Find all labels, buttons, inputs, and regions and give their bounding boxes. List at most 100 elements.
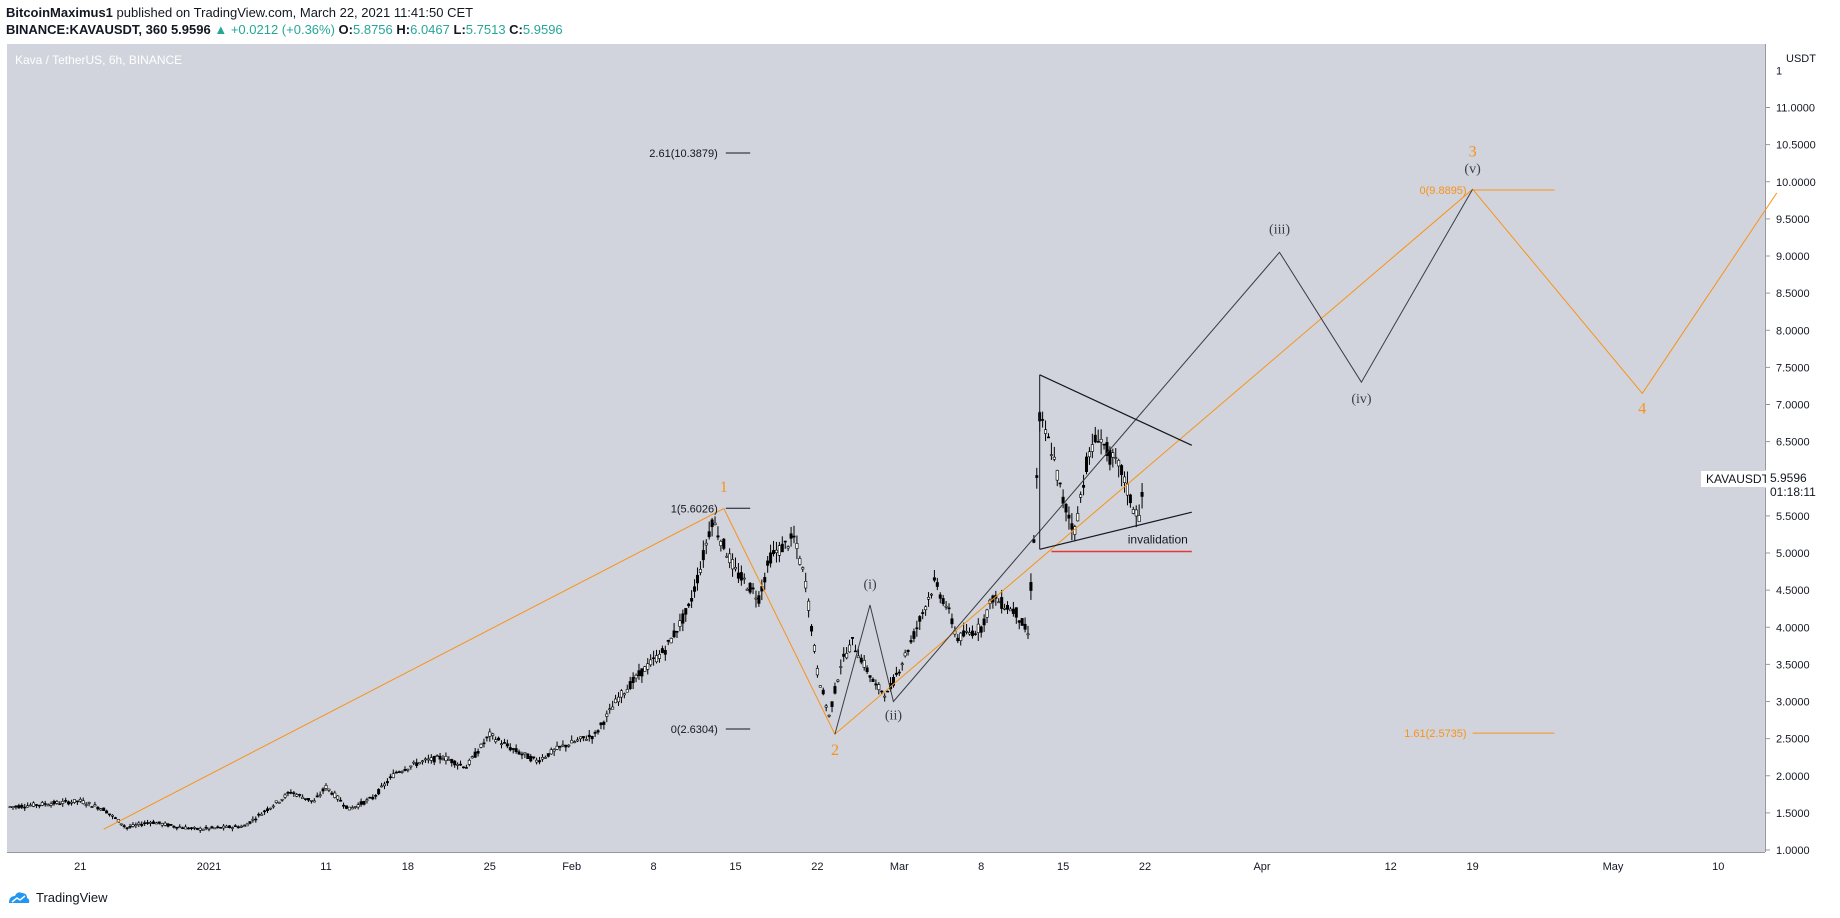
candle-body [543, 757, 547, 759]
price-tick-label: 4.5000 [1776, 585, 1810, 597]
candle-body [652, 657, 656, 660]
candle-body [508, 747, 512, 751]
candle-body [915, 627, 919, 630]
candle-body [55, 801, 59, 804]
current-price-value: 5.9596 [1770, 471, 1807, 485]
candle-body [344, 805, 348, 809]
candle-body [646, 663, 650, 670]
candle-body [1108, 449, 1112, 465]
candle-body [1067, 514, 1071, 519]
candle-body [719, 540, 723, 547]
time-tick-label: 12 [1385, 861, 1397, 873]
price-tick-label: 8.5000 [1776, 288, 1810, 300]
time-tick-label: 11 [320, 861, 331, 873]
candle-body [309, 800, 313, 802]
invalidation-label: invalidation [1128, 533, 1188, 547]
candle-body [786, 546, 790, 549]
candle-body [201, 829, 205, 831]
candle-body [792, 535, 796, 538]
candle-body [1035, 475, 1039, 478]
candle-body [438, 755, 442, 760]
candle-body [1111, 452, 1115, 458]
candle-body [1079, 494, 1083, 498]
candle-body [596, 730, 600, 733]
candle-body [535, 759, 539, 763]
candle-body [529, 756, 533, 762]
price-tick-label: 5.5000 [1776, 511, 1810, 523]
candle-body [31, 802, 35, 807]
footer-brand[interactable]: TradingView [36, 890, 108, 905]
fib-level-label: 0(2.6304) [671, 724, 718, 736]
candle-body [216, 826, 220, 829]
candle-body [169, 823, 173, 826]
candle-body [578, 736, 582, 740]
candle-body [1137, 515, 1141, 522]
price-axis[interactable] [1765, 44, 1840, 852]
candle-body [520, 753, 524, 756]
time-axis[interactable] [7, 852, 1765, 878]
candle-body [555, 745, 559, 750]
candle-body [450, 759, 454, 764]
candle-body [693, 586, 697, 592]
candle-body [625, 689, 629, 693]
candle-body [213, 827, 217, 830]
candle-body [862, 660, 866, 668]
candle-body [43, 803, 47, 805]
candle-body [301, 796, 305, 800]
price-axis-unit: USDT [1786, 53, 1816, 65]
candle-body [772, 550, 776, 555]
candle-body [845, 653, 849, 659]
candle-body [394, 771, 398, 774]
price-tick-label: 3.0000 [1776, 697, 1810, 709]
candle-body [368, 797, 372, 799]
candle-body [339, 799, 343, 802]
candle-body [491, 733, 495, 736]
price-tick-label: 2.5000 [1776, 734, 1810, 746]
author-name[interactable]: BitcoinMaximus1 [6, 5, 113, 20]
candle-body [494, 739, 498, 743]
candle-body [576, 739, 580, 742]
candle-body [909, 640, 913, 643]
candle-body [350, 807, 354, 810]
candle-body [26, 805, 30, 808]
candle-body [14, 805, 18, 808]
candle-body [710, 519, 714, 528]
candle-body [1128, 494, 1132, 504]
candle-body [1125, 482, 1129, 496]
time-tick-label: 19 [1466, 861, 1478, 873]
wave-label: (v) [1464, 162, 1481, 177]
candle-body [353, 806, 357, 808]
candle-body [415, 762, 419, 766]
candle-body [81, 800, 85, 804]
candle-body [868, 675, 872, 678]
candle-body [549, 749, 553, 755]
pair-title: Kava / TetherUS, 6h, BINANCE [15, 53, 183, 67]
candle-body [690, 598, 694, 602]
candle-body [687, 603, 691, 607]
candle-body [362, 801, 366, 805]
candle-body [292, 792, 296, 795]
candle-body [479, 743, 483, 748]
price-tick-label: 10.5000 [1776, 140, 1816, 152]
candle-body [1017, 620, 1021, 623]
candle-body [1008, 608, 1012, 612]
price-tick-label: 6.5000 [1776, 437, 1810, 449]
candle-body [815, 668, 819, 676]
candle-body [561, 744, 565, 747]
bar-countdown: 01:18:11 [1770, 485, 1816, 499]
candle-body [587, 734, 591, 738]
candle-body [441, 758, 445, 761]
candle-body [225, 825, 229, 828]
candle-body [365, 799, 369, 802]
candle-body [333, 792, 337, 798]
price-change: +0.0212 (+0.36%) [230, 22, 335, 37]
candle-body [675, 630, 679, 633]
candle-body [672, 630, 676, 638]
candle-body [327, 788, 331, 791]
candle-body [859, 657, 863, 663]
candle-body [669, 638, 673, 644]
wave-label: 1 [720, 479, 728, 496]
chart-area[interactable] [7, 44, 1765, 852]
candle-body [1014, 607, 1018, 618]
candle-body [78, 799, 82, 802]
